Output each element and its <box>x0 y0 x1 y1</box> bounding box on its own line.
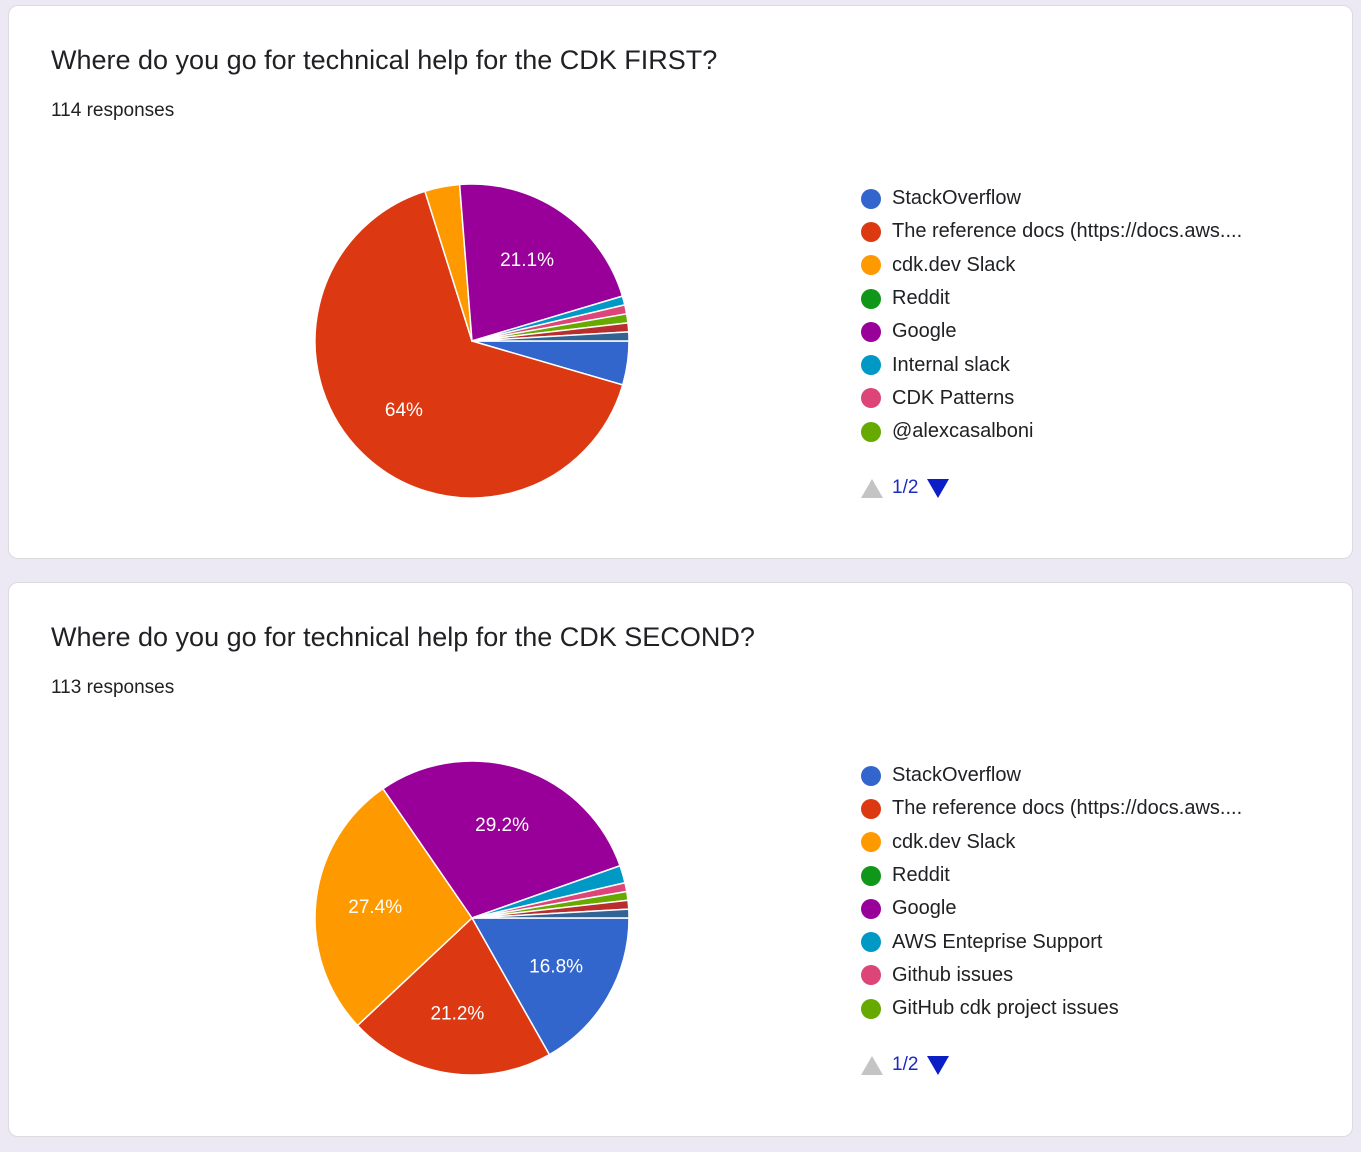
legend-item[interactable]: Google <box>861 892 1242 925</box>
pager-text: 1/2 <box>892 1054 919 1075</box>
legend-item[interactable]: The reference docs (https://docs.aws.... <box>861 215 1242 248</box>
legend-item[interactable]: CDK Patterns <box>861 382 1242 415</box>
slice-data-label: 21.2% <box>430 1004 484 1025</box>
response-count: 113 responses <box>51 677 175 698</box>
legend-label: @alexcasalboni <box>892 420 1034 443</box>
legend-label: AWS Enteprise Support <box>892 930 1103 953</box>
question-card-second: Where do you go for technical help for t… <box>8 582 1353 1137</box>
legend-swatch <box>861 798 881 819</box>
legend-label: cdk.dev Slack <box>892 253 1016 276</box>
pie-chart: 16.8% 21.2% 27.4% 29.2% <box>314 760 630 1076</box>
question-card-first: Where do you go for technical help for t… <box>8 5 1353 559</box>
legend-item[interactable]: Google <box>861 315 1242 348</box>
legend-swatch <box>861 321 881 342</box>
legend-item[interactable]: Github issues <box>861 959 1242 992</box>
legend-label: StackOverflow <box>892 764 1021 787</box>
question-title: Where do you go for technical help for t… <box>51 45 718 75</box>
legend-label: The reference docs (https://docs.aws.... <box>892 797 1243 820</box>
legend-pager: 1/2 <box>861 477 950 499</box>
legend-item[interactable]: AWS Enteprise Support <box>861 925 1242 958</box>
pie-slice[interactable] <box>381 760 622 919</box>
legend-swatch <box>861 932 881 953</box>
legend-item[interactable]: Reddit <box>861 859 1242 892</box>
legend-swatch <box>861 388 881 409</box>
legend-swatch <box>861 288 881 309</box>
slice-data-label: 16.8% <box>529 957 583 978</box>
legend-item[interactable]: cdk.dev Slack <box>861 826 1242 859</box>
pie-slice[interactable] <box>471 908 630 919</box>
legend-label: CDK Patterns <box>892 386 1015 409</box>
page-down-icon[interactable] <box>927 478 950 498</box>
slice-data-label: 21.1% <box>500 250 554 271</box>
pie-slice[interactable] <box>458 183 624 342</box>
legend-label: Reddit <box>892 864 950 887</box>
legend-item[interactable]: GitHub cdk project issues <box>861 992 1242 1025</box>
legend-pager: 1/2 <box>861 1054 950 1076</box>
pie-slice[interactable] <box>470 917 630 1056</box>
legend-item[interactable]: StackOverflow <box>861 759 1242 792</box>
pie-chart: 64% 21.1% <box>314 183 630 499</box>
legend-item[interactable]: Internal slack <box>861 348 1242 381</box>
slice-data-label: 29.2% <box>475 815 529 836</box>
legend-swatch <box>861 355 881 376</box>
legend-swatch <box>861 898 881 919</box>
legend-label: Github issues <box>892 963 1014 986</box>
legend-swatch <box>861 865 881 886</box>
response-count: 114 responses <box>51 100 175 121</box>
legend-label: Internal slack <box>892 353 1010 376</box>
legend-label: StackOverflow <box>892 187 1021 210</box>
pie-slice[interactable] <box>471 331 630 342</box>
legend-item[interactable]: cdk.dev Slack <box>861 249 1242 282</box>
legend-swatch <box>861 421 881 442</box>
slice-data-label: 64% <box>385 400 423 421</box>
legend-label: cdk.dev Slack <box>892 830 1016 853</box>
question-title: Where do you go for technical help for t… <box>51 622 755 652</box>
pie-slice[interactable] <box>314 190 624 499</box>
legend-swatch <box>861 765 881 786</box>
legend-label: Reddit <box>892 287 950 310</box>
legend-swatch <box>861 832 881 853</box>
legend-item[interactable]: Reddit <box>861 282 1242 315</box>
slice-data-label: 27.4% <box>348 897 402 918</box>
pie-slice[interactable] <box>356 916 551 1076</box>
legend-swatch <box>861 998 881 1019</box>
chart-legend: StackOverflow The reference docs (https:… <box>861 759 1242 1025</box>
pager-text: 1/2 <box>892 477 919 498</box>
legend-swatch <box>861 188 881 209</box>
page-up-icon[interactable] <box>861 478 883 498</box>
legend-label: GitHub cdk project issues <box>892 997 1119 1020</box>
legend-label: The reference docs (https://docs.aws.... <box>892 220 1243 243</box>
legend-item[interactable]: The reference docs (https://docs.aws.... <box>861 792 1242 825</box>
page-down-icon[interactable] <box>927 1055 950 1075</box>
legend-swatch <box>861 221 881 242</box>
pie-slice[interactable] <box>314 787 473 1027</box>
legend-label: Google <box>892 320 957 343</box>
legend-item[interactable]: @alexcasalboni <box>861 415 1242 448</box>
page-up-icon[interactable] <box>861 1055 883 1075</box>
legend-swatch <box>861 965 881 986</box>
legend-swatch <box>861 255 881 276</box>
chart-legend: StackOverflow The reference docs (https:… <box>861 182 1242 448</box>
legend-item[interactable]: StackOverflow <box>861 182 1242 215</box>
legend-label: Google <box>892 897 957 920</box>
